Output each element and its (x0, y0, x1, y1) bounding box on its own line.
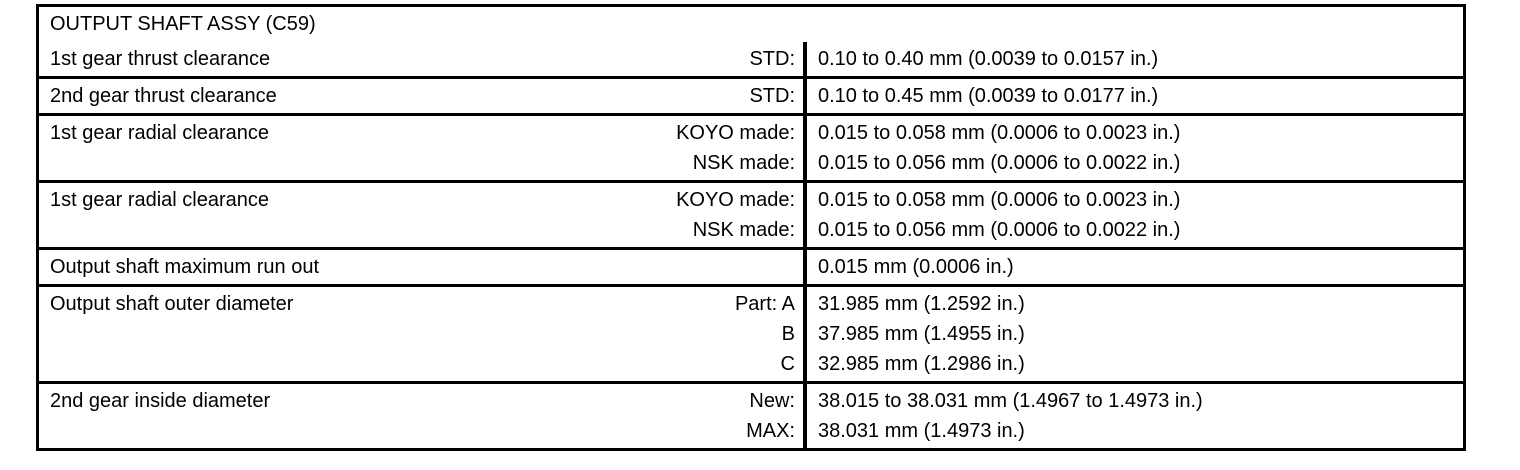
row-value-cell: 0.10 to 0.40 mm (0.0039 to 0.0157 in.) (807, 42, 1463, 76)
spec-value: 0.015 to 0.056 mm (0.0006 to 0.0022 in.) (818, 219, 1181, 241)
spec-value: 31.985 mm (1.2592 in.) (818, 293, 1025, 315)
row-value-cell: 0.015 to 0.058 mm (0.0006 to 0.0023 in.)… (807, 116, 1463, 180)
spec-sublabel: B (781, 323, 795, 345)
row-label-cell: Output shaft maximum run out (39, 250, 807, 284)
spec-sublabels: STD: (749, 44, 795, 74)
spec-value: 0.10 to 0.40 mm (0.0039 to 0.0157 in.) (818, 48, 1159, 70)
spec-sublabel: KOYO made: (676, 189, 795, 211)
spec-sublabels: KOYO made: NSK made: (676, 185, 795, 245)
spec-value: 0.015 to 0.058 mm (0.0006 to 0.0023 in.) (818, 189, 1181, 211)
spec-row: 1st gear thrust clearance STD: 0.10 to 0.4… (39, 42, 1463, 76)
spec-row: 1st gear radial clearance KOYO made: NSK m… (39, 180, 1463, 247)
spec-value: 38.015 to 38.031 mm (1.4967 to 1.4973 in… (818, 390, 1203, 412)
row-label-cell: 2nd gear thrust clearance STD: (39, 79, 807, 113)
table-body: 1st gear thrust clearance STD: 0.10 to 0.4… (39, 42, 1463, 448)
spec-label: 1st gear thrust clearance (50, 48, 271, 70)
spec-sublabels: STD: (749, 81, 795, 111)
spec-label: 1st gear radial clearance (50, 189, 270, 211)
spec-sublabel: KOYO made: (676, 122, 795, 144)
row-value-cell: 38.015 to 38.031 mm (1.4967 to 1.4973 in… (807, 384, 1463, 448)
spec-value: 0.015 to 0.058 mm (0.0006 to 0.0023 in.) (818, 122, 1181, 144)
spec-label: 1st gear radial clearance (50, 122, 270, 144)
spec-label: 2nd gear thrust clearance (50, 85, 277, 107)
spec-sublabels: KOYO made: NSK made: (676, 118, 795, 178)
spec-sublabel: STD: (749, 85, 795, 107)
row-label-cell: 1st gear thrust clearance STD: (39, 42, 807, 76)
spec-value: 38.031 mm (1.4973 in.) (818, 420, 1025, 442)
spec-value: 0.015 mm (0.0006 in.) (818, 256, 1014, 278)
spec-row: Output shaft outer diameter Part: A B C 31.9… (39, 284, 1463, 381)
spec-table: OUTPUT SHAFT ASSY (C59) 1st gear thrust … (36, 4, 1466, 451)
spec-label: Output shaft outer diameter (50, 293, 294, 315)
spec-value: 0.10 to 0.45 mm (0.0039 to 0.0177 in.) (818, 85, 1159, 107)
spec-sublabel: New: (749, 390, 795, 412)
spec-sublabel: Part: A (734, 293, 795, 315)
row-label-cell: 1st gear radial clearance KOYO made: NSK m… (39, 183, 807, 247)
spec-label: Output shaft maximum run out (50, 256, 320, 278)
row-label-cell: 1st gear radial clearance KOYO made: NSK m… (39, 116, 807, 180)
row-value-cell: 0.015 mm (0.0006 in.) (807, 250, 1463, 284)
spec-label: 2nd gear inside diameter (50, 390, 271, 412)
spec-value: 37.985 mm (1.4955 in.) (818, 323, 1025, 345)
spec-sublabel: STD: (749, 48, 795, 70)
spec-sublabel: NSK made: (692, 219, 795, 241)
spec-row: 1st gear radial clearance KOYO made: NSK m… (39, 113, 1463, 180)
row-value-cell: 31.985 mm (1.2592 in.) 37.985 mm (1.4955 … (807, 287, 1463, 381)
spec-row: 2nd gear inside diameter New: MAX: 38.015 t… (39, 381, 1463, 448)
spec-sublabel: C (780, 353, 795, 375)
table-header-row: OUTPUT SHAFT ASSY (C59) (39, 7, 1463, 42)
spec-value: 0.015 to 0.056 mm (0.0006 to 0.0022 in.) (818, 152, 1181, 174)
row-value-cell: 0.10 to 0.45 mm (0.0039 to 0.0177 in.) (807, 79, 1463, 113)
spec-row: Output shaft maximum run out 0.015 mm (0.… (39, 247, 1463, 284)
row-label-cell: 2nd gear inside diameter New: MAX: (39, 384, 807, 448)
spec-value: 32.985 mm (1.2986 in.) (818, 353, 1025, 375)
row-value-cell: 0.015 to 0.058 mm (0.0006 to 0.0023 in.)… (807, 183, 1463, 247)
spec-row: 2nd gear thrust clearance STD: 0.10 to 0.4… (39, 76, 1463, 113)
spec-sublabels: New: MAX: (746, 386, 795, 446)
spec-sublabel: NSK made: (692, 152, 795, 174)
table-title: OUTPUT SHAFT ASSY (C59) (50, 13, 316, 35)
spec-sublabel: MAX: (746, 420, 795, 442)
